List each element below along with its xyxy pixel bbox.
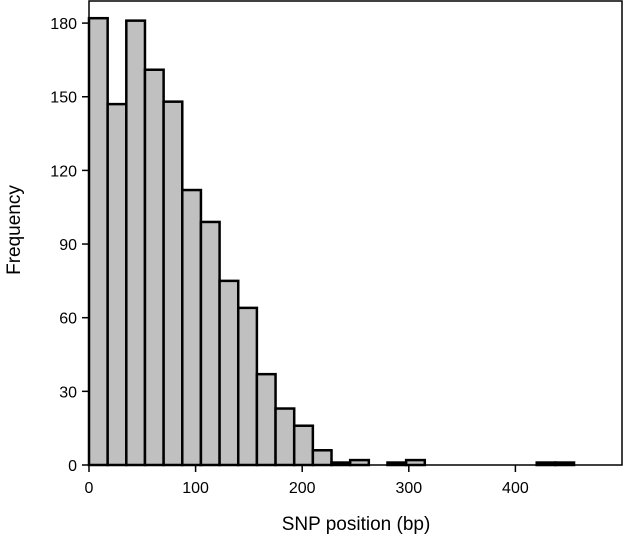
y-tick-label: 180 — [50, 16, 77, 33]
bars-group — [87, 16, 576, 467]
histogram-bar — [236, 306, 259, 467]
y-axis-label: Frequency — [4, 185, 25, 275]
x-tick-label: 100 — [182, 480, 209, 497]
plot-frame — [88, 0, 623, 466]
y-tick-label: 30 — [59, 384, 77, 401]
histogram-bar — [106, 102, 128, 467]
x-tick-label: 200 — [289, 480, 316, 497]
y-tick-label: 120 — [50, 163, 77, 180]
x-tick-label: 300 — [395, 480, 422, 497]
histogram-bar — [199, 220, 221, 467]
histogram-bar — [87, 16, 109, 467]
histogram-bar — [181, 188, 203, 467]
histogram-bar — [125, 19, 147, 467]
y-tick-label: 150 — [50, 90, 77, 107]
y-tick-label: 0 — [68, 458, 77, 475]
x-axis-label: SNP position (bp) — [282, 514, 431, 535]
y-tick-label: 90 — [59, 237, 77, 254]
x-tick-label: 400 — [502, 480, 529, 497]
histogram-bar — [255, 372, 277, 467]
y-axis: 0 30 60 90 120 150 180 — [50, 16, 89, 475]
histogram-bar — [292, 424, 315, 467]
x-axis: 0 100 200 300 400 — [85, 465, 529, 497]
histogram-bar — [274, 407, 296, 467]
histogram-bar — [311, 449, 333, 467]
x-tick-label: 0 — [85, 480, 94, 497]
histogram-bar — [162, 100, 184, 467]
y-tick-label: 60 — [59, 311, 77, 328]
histogram-bar — [218, 279, 240, 467]
histogram-bar — [143, 68, 165, 467]
